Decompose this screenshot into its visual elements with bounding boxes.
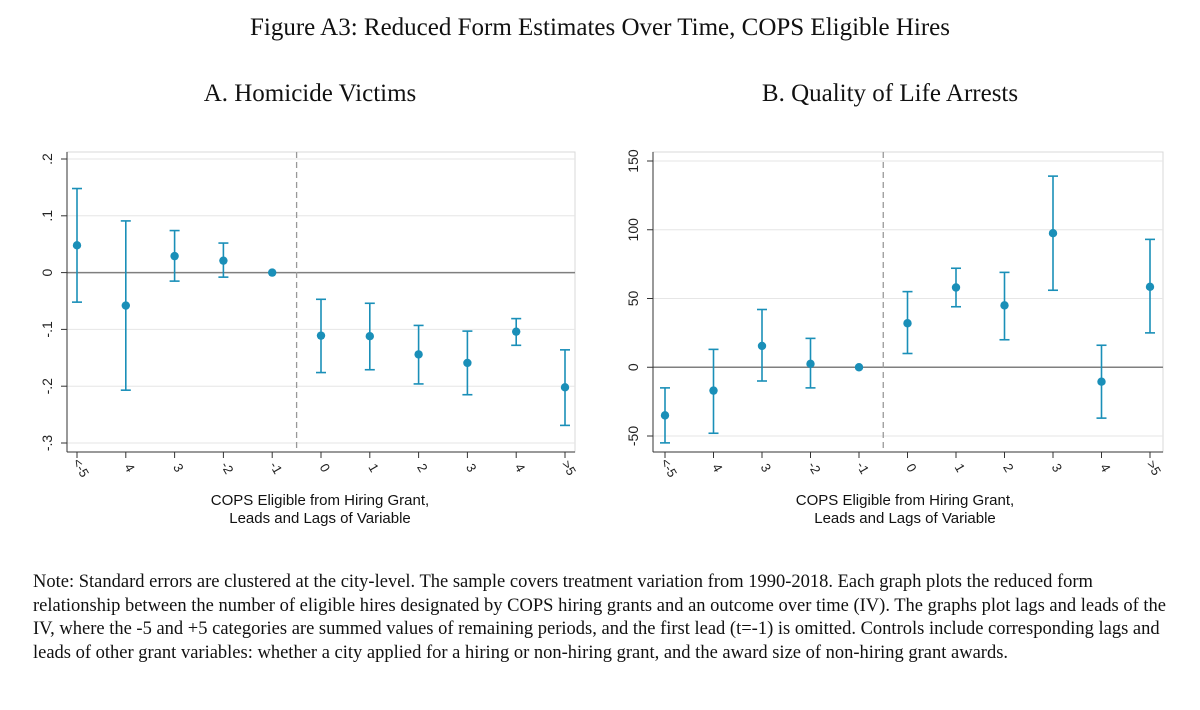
panel-b-point <box>951 283 961 292</box>
panel-b-point <box>757 341 767 351</box>
panel-a-point <box>316 331 326 340</box>
panel-b-x-tick-label: -2 <box>805 459 824 477</box>
panel-a-x-axis-label-line1: COPS Eligible from Hiring Grant, <box>210 492 430 509</box>
panel-b-point <box>1000 301 1009 310</box>
panel-b-point <box>709 386 718 395</box>
panel-b-x-tick-label: 2 <box>1000 461 1017 475</box>
panel-a-point <box>121 301 130 310</box>
panel-a-x-tick-label: 4 <box>512 461 529 475</box>
panel-a-point <box>560 383 570 392</box>
panel-b-x-axis-label-line1: COPS Eligible from Hiring Grant, <box>795 492 1015 509</box>
panel-a-x-tick-label: >5 <box>559 458 579 478</box>
panel-a-y-tick-label: .1 <box>40 210 55 222</box>
panel-a-point <box>170 251 179 261</box>
panel-a-point <box>414 350 423 359</box>
panel-b-point <box>1048 228 1058 238</box>
panel-a-x-tick-label: 3 <box>463 461 480 475</box>
panel-b-chart: -50 0 50 100 150 <-5 4 3 -2 -1 0 1 2 3 4 >5 <box>625 149 1164 480</box>
panel-a-point <box>268 268 277 277</box>
panel-b-point <box>903 319 912 328</box>
panel-a-x-tick-label: 4 <box>121 461 138 475</box>
panel-b-y-tick-label: 150 <box>625 149 641 173</box>
panel-b-x-tick-label: 4 <box>1097 461 1114 475</box>
panel-b-x-tick-label: 1 <box>952 461 969 475</box>
panel-b-x-axis-label: COPS Eligible from Hiring Grant, Leads a… <box>675 492 1135 528</box>
panel-a-x-tick-label: 1 <box>365 461 382 475</box>
panel-b-y-tick-label: 0 <box>625 363 641 371</box>
panel-a-chart: -.3 -.2 -.1 0 .1 .2 <-5 4 3 -2 -1 0 1 2 3 4 >5 <box>40 151 579 480</box>
panel-b-x-tick-label: 0 <box>903 461 920 475</box>
panel-b-x-tick-label: 4 <box>709 461 726 475</box>
panel-b-point <box>854 363 864 372</box>
panel-a-title: A. Homicide Victims <box>203 80 417 107</box>
panel-b-x-tick-label: >5 <box>1144 458 1164 478</box>
panel-b-x-tick-label: 3 <box>758 461 775 475</box>
panel-a-point <box>219 256 228 265</box>
panel-b-point <box>1097 377 1106 386</box>
figure-title: Figure A3: Reduced Form Estimates Over T… <box>250 14 950 41</box>
panel-a-x-axis-label: COPS Eligible from Hiring Grant, Leads a… <box>90 492 550 528</box>
panel-b-x-axis-label-line2: Leads and Lags of Variable <box>814 510 996 527</box>
panel-a-y-tick-label: -.2 <box>40 378 55 395</box>
panel-a-point <box>512 327 521 336</box>
panel-a-point <box>72 241 82 250</box>
panel-a-point <box>365 332 374 341</box>
panel-a-y-tick-label: .2 <box>40 153 55 165</box>
panel-b-y-tick-label: 100 <box>625 218 641 242</box>
figure-note: Note: Standard errors are clustered at t… <box>33 572 1167 663</box>
panel-b-x-tick-label: -1 <box>854 459 873 477</box>
panel-b-y-tick-label: 50 <box>625 291 641 307</box>
panel-b-x-tick-label: <-5 <box>658 456 681 480</box>
panel-a-x-tick-label: 3 <box>170 461 187 475</box>
panel-b-point <box>806 359 815 369</box>
panel-b-x-tick-label: 3 <box>1049 461 1066 475</box>
panel-a-x-tick-label: <-5 <box>70 456 93 480</box>
panel-a-x-axis-label-line2: Leads and Lags of Variable <box>229 510 411 527</box>
panel-b-point <box>1145 282 1155 292</box>
panel-a-y-tick-label: 0 <box>40 268 55 276</box>
panel-a-x-tick-label: 0 <box>317 461 334 475</box>
panel-b-y-tick-label: -50 <box>625 426 641 446</box>
panel-a-x-tick-label: 2 <box>414 461 431 475</box>
panel-a-y-tick-label: -.3 <box>40 435 55 452</box>
panel-b-title: B. Quality of Life Arrests <box>761 80 1019 107</box>
panel-a-x-tick-label: -2 <box>218 459 237 477</box>
panel-b-point <box>660 411 670 420</box>
panel-a-x-tick-label: -1 <box>267 459 286 477</box>
panel-a-point <box>463 358 472 368</box>
panel-a-y-tick-label: -.1 <box>40 321 55 338</box>
